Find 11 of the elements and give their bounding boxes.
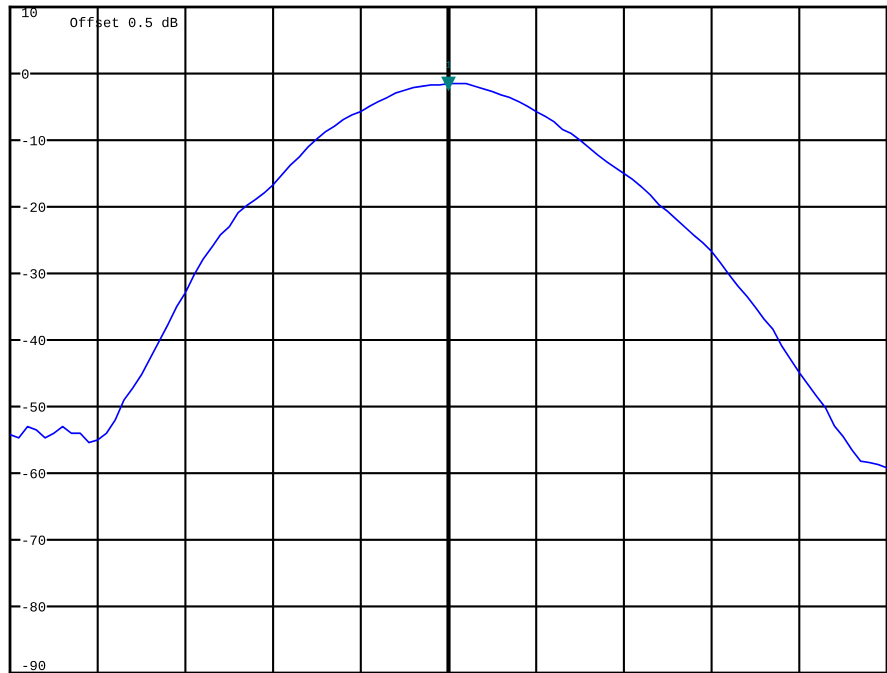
y-tick-label: -60	[23, 468, 46, 478]
y-tick-label: -90	[23, 660, 46, 670]
y-tick-label: -10	[23, 136, 46, 146]
y-tick-label: -70	[23, 536, 46, 545]
y-tick-label: 10	[22, 8, 37, 18]
y-tick-label: -80	[23, 602, 46, 612]
y-tick-label: -20	[23, 202, 46, 212]
y-tick-label: -50	[23, 402, 46, 412]
y-tick-label: -30	[23, 269, 46, 279]
y-tick-label: -40	[23, 336, 46, 346]
y-tick-label: 0	[22, 69, 29, 79]
